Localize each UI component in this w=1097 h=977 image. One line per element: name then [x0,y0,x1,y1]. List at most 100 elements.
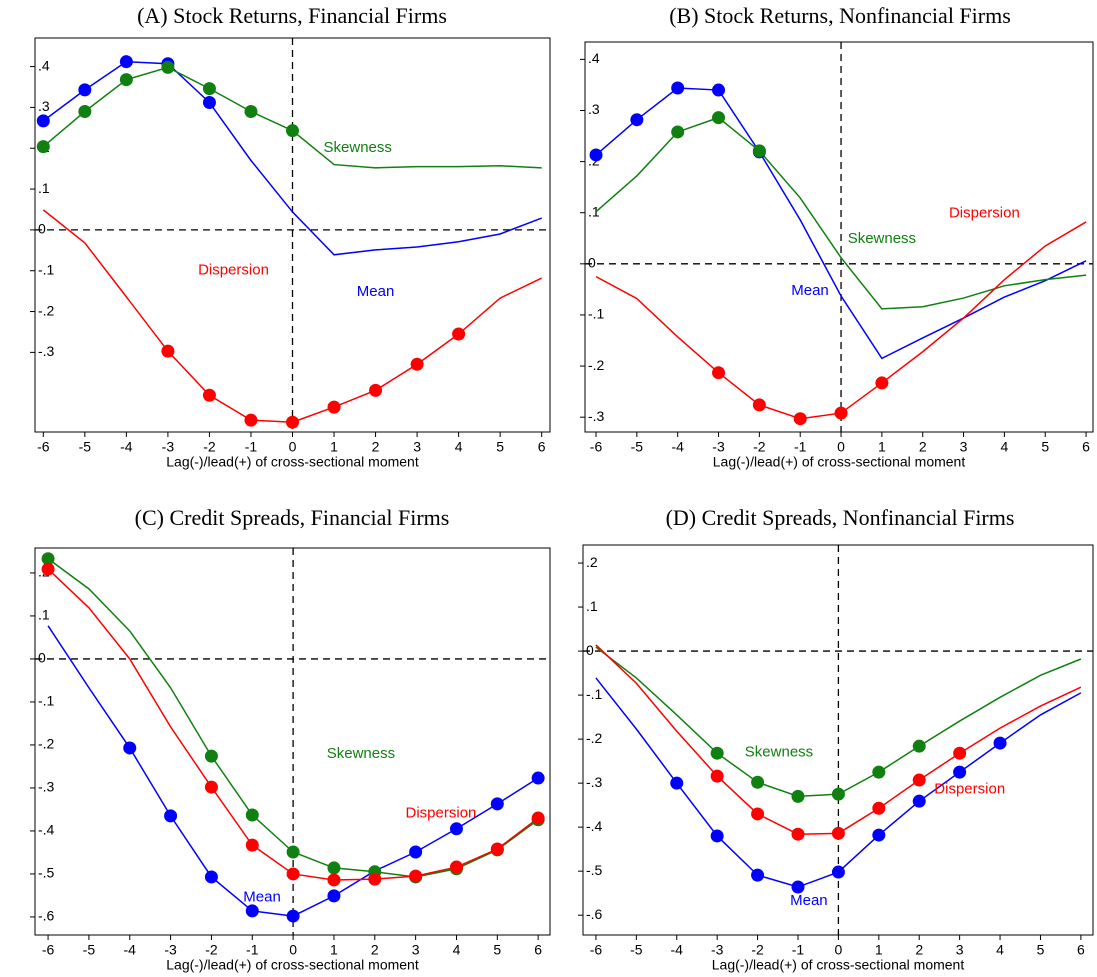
data-point [712,111,726,125]
data-point [204,870,218,884]
data-point [78,83,92,97]
x-tick-label: 6 [534,942,542,958]
data-point [831,826,845,840]
data-point [286,845,300,859]
data-point [793,412,807,426]
panel-title: (B) Stock Returns, Nonfinancial Firms [669,3,1011,28]
data-point [791,789,805,803]
data-point [993,736,1007,750]
x-tick-label: 6 [1077,942,1085,958]
data-point [712,366,726,380]
plot-frame [584,41,1094,433]
y-tick-label: -.2 [38,302,55,318]
y-tick-label: 0 [588,255,596,271]
x-tick-label: 2 [915,942,923,958]
x-tick-label: -4 [671,439,684,455]
x-axis-label: Lag(-)/lead(+) of cross-sectional moment [166,957,419,973]
data-point [245,838,259,852]
y-tick-label: -.4 [38,822,55,838]
data-point [36,140,50,154]
data-point [712,83,726,97]
x-tick-label: -4 [120,439,133,455]
data-point [791,827,805,841]
x-tick-label: -5 [83,942,96,958]
data-point [875,376,889,390]
x-tick-label: 3 [956,942,964,958]
series-label: Mean [357,283,395,300]
x-tick-label: 1 [330,439,338,455]
data-point [327,400,341,414]
data-point [202,96,216,110]
x-tick-label: -3 [712,439,725,455]
series-label: Mean [243,889,281,906]
y-tick-label: -.2 [588,357,605,373]
data-point [953,765,967,779]
y-tick-label: .2 [586,554,598,570]
data-point [531,771,545,785]
data-point [202,82,216,96]
x-tick-label: 5 [493,942,501,958]
x-tick-label: 2 [371,942,379,958]
x-tick-label: 3 [960,439,968,455]
series-line [47,568,539,881]
data-point [872,828,886,842]
data-point [831,865,845,879]
data-point [452,327,466,341]
y-tick-label: -.3 [588,408,605,424]
y-tick-label: -.1 [38,261,55,277]
x-tick-label: 2 [919,439,927,455]
data-point [161,60,175,74]
y-tick-label: -.6 [586,906,603,922]
x-tick-label: 0 [289,439,297,455]
data-point [161,344,175,358]
x-tick-label: -6 [42,942,55,958]
y-tick-label: -.1 [588,306,605,322]
x-axis-label: Lag(-)/lead(+) of cross-sectional moment [713,454,966,470]
x-tick-label: -2 [753,439,766,455]
x-axis-label: Lag(-)/lead(+) of cross-sectional moment [166,454,419,470]
x-tick-label: -3 [711,942,724,958]
series-label: Skewness [848,230,916,247]
data-point [204,780,218,794]
data-point [286,909,300,923]
y-tick-label: -.1 [38,693,55,709]
data-point [327,889,341,903]
data-point [204,749,218,763]
series-line [595,677,1082,888]
x-tick-label: 1 [875,942,883,958]
data-point [671,125,685,139]
data-point [410,357,424,371]
data-point [791,880,805,894]
x-tick-label: -5 [630,942,643,958]
data-point [409,845,423,859]
data-point [36,114,50,128]
data-point [531,811,545,825]
x-tick-label: 5 [1041,439,1049,455]
panel-title: (A) Stock Returns, Financial Firms [137,3,447,28]
data-point [286,867,300,881]
panel-title: (D) Credit Spreads, Nonfinancial Firms [666,505,1015,530]
data-point [670,776,684,790]
x-tick-label: -5 [631,439,644,455]
data-point [751,807,765,821]
y-tick-label: -.2 [38,736,55,752]
y-tick-label: 0 [586,642,594,658]
data-point [41,562,55,576]
series-label: Skewness [327,745,395,762]
x-tick-label: 6 [538,439,546,455]
data-point [449,822,463,836]
data-point [490,842,504,856]
data-point [751,868,765,882]
x-tick-label: 4 [996,942,1004,958]
x-tick-label: 1 [330,942,338,958]
data-point [449,860,463,874]
data-point [710,746,724,760]
data-point [202,388,216,402]
x-tick-label: 0 [835,942,843,958]
data-point [327,861,341,875]
x-tick-label: -3 [162,439,175,455]
x-tick-label: 4 [1000,439,1008,455]
x-tick-label: -2 [203,439,216,455]
series-label: Dispersion [934,780,1005,797]
